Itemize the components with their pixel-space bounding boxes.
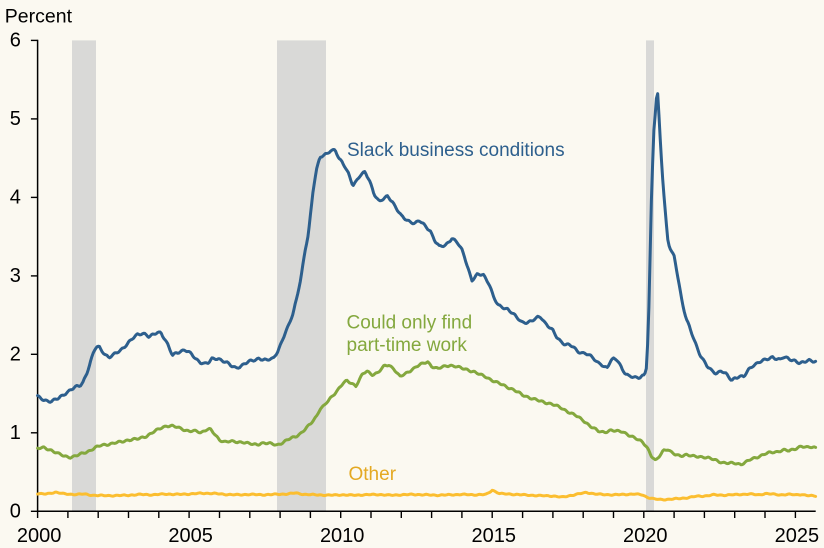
svg-text:6: 6 — [10, 30, 21, 52]
svg-text:part-time work: part-time work — [347, 335, 468, 356]
svg-text:2010: 2010 — [320, 525, 365, 547]
svg-text:1: 1 — [10, 422, 21, 444]
svg-text:5: 5 — [10, 108, 21, 130]
svg-text:Other: Other — [349, 464, 397, 485]
svg-text:Could only find: Could only find — [347, 313, 473, 334]
svg-text:2015: 2015 — [472, 525, 517, 547]
svg-text:0: 0 — [10, 501, 21, 523]
svg-text:2020: 2020 — [623, 525, 668, 547]
svg-text:Percent: Percent — [5, 5, 73, 27]
svg-text:2000: 2000 — [17, 525, 62, 547]
svg-text:2005: 2005 — [168, 525, 213, 547]
svg-text:2: 2 — [10, 344, 21, 366]
svg-text:2025: 2025 — [775, 525, 820, 547]
svg-text:Slack business conditions: Slack business conditions — [347, 140, 565, 161]
svg-text:3: 3 — [10, 265, 21, 287]
svg-text:4: 4 — [10, 187, 21, 209]
